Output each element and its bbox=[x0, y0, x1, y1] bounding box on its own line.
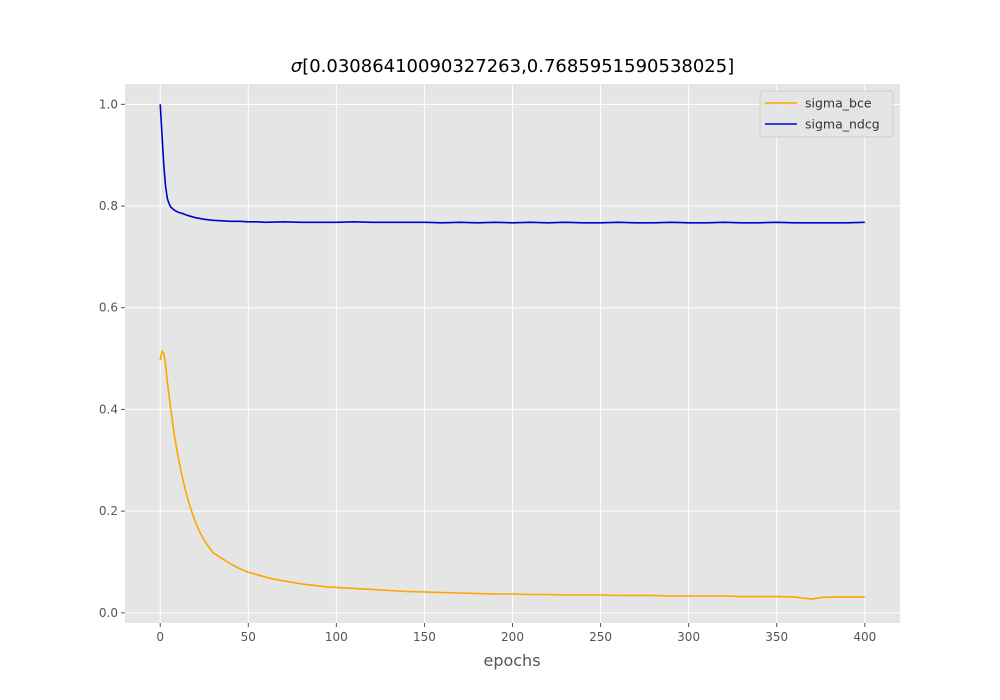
series bbox=[159, 104, 865, 600]
series-line-sigma-ndcg bbox=[159, 104, 865, 224]
chart-title-text: [0.03086410090327263,0.7685951590538025] bbox=[302, 56, 735, 77]
y-tick-label: 1.0 bbox=[99, 97, 118, 111]
series-line-sigma-bce bbox=[159, 350, 865, 600]
x-tick-label: 350 bbox=[765, 630, 788, 644]
y-tick-label: 0.4 bbox=[99, 402, 118, 416]
y-tick-label: 0.8 bbox=[99, 199, 118, 213]
legend: sigma_bce sigma_ndcg bbox=[759, 90, 894, 138]
x-axis-label: epochs bbox=[483, 651, 540, 670]
x-tick-label: 150 bbox=[413, 630, 436, 644]
y-tick-label: 0.6 bbox=[99, 301, 118, 315]
x-tick-label: 300 bbox=[677, 630, 700, 644]
legend-label-sigma-ndcg: sigma_ndcg bbox=[805, 117, 880, 132]
axis-ticks: 0 50 100 150 200 250 300 350 400 0.0 0.2 0.4 0.6 0.8 1… bbox=[99, 97, 876, 644]
chart-title: σ[0.03086410090327263,0.7685951590538025… bbox=[125, 56, 900, 77]
y-tick-label: 0.0 bbox=[99, 606, 118, 620]
x-tick-label: 200 bbox=[501, 630, 524, 644]
legend-label-sigma-bce: sigma_bce bbox=[805, 96, 872, 111]
x-tick-label: 400 bbox=[853, 630, 876, 644]
x-tick-label: 250 bbox=[589, 630, 612, 644]
grid bbox=[125, 84, 900, 623]
chart-title-symbol: σ bbox=[290, 56, 303, 77]
x-tick-label: 100 bbox=[325, 630, 348, 644]
x-tick-label: 50 bbox=[241, 630, 256, 644]
y-tick-label: 0.2 bbox=[99, 504, 118, 518]
x-tick-label: 0 bbox=[156, 630, 164, 644]
